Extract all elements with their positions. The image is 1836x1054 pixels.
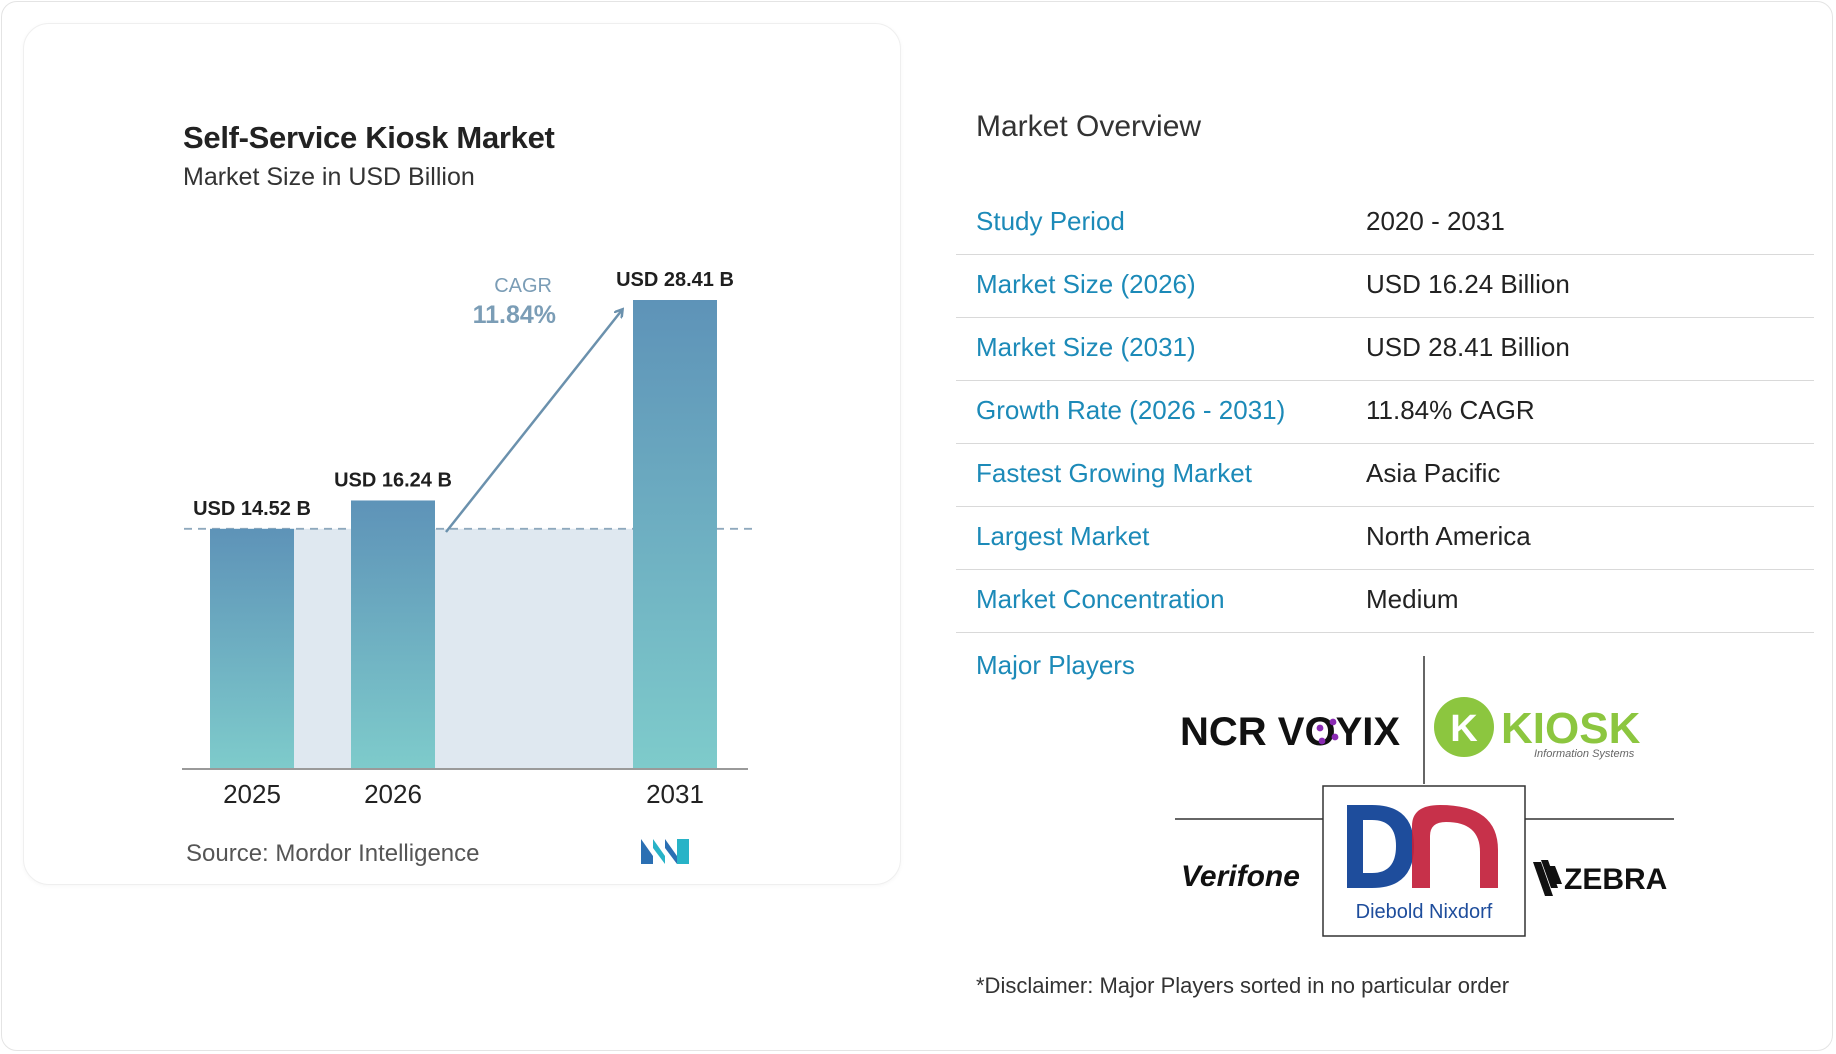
overview-value: North America (1366, 521, 1531, 551)
chart-subtitle: Market Size in USD Billion (183, 163, 475, 191)
bar-2025 (210, 528, 294, 768)
disclaimer-text: *Disclaimer: Major Players sorted in no … (976, 973, 1510, 998)
overview-title: Market Overview (976, 110, 1202, 143)
overview-key: Fastest Growing Market (976, 458, 1252, 488)
overview-value: 11.84% CAGR (1366, 395, 1535, 425)
x-tick-label: 2031 (646, 779, 704, 809)
bar-2026 (351, 500, 435, 768)
overview-row: Growth Rate (2026 - 2031) 11.84% CAGR (956, 381, 1814, 444)
bar-chart: USD 14.52 B 2025 USD 16.24 B 2026 USD 28.41 … (182, 269, 752, 809)
bar-2031 (633, 300, 717, 768)
overview-value: USD 28.41 Billion (1366, 332, 1570, 362)
bar-value-label: USD 16.24 B (334, 469, 452, 491)
overview-row: Study Period 2020 - 2031 (956, 192, 1814, 255)
baseline-band (210, 528, 717, 768)
overview-row: Fastest Growing Market Asia Pacific (956, 444, 1814, 507)
cagr-value: 11.84% (473, 301, 556, 329)
overview-row: Largest Market North America (956, 507, 1814, 570)
x-tick-label: 2025 (223, 779, 281, 809)
overview-key: Market Concentration (976, 584, 1225, 614)
overview-key: Market Size (2026) (976, 269, 1196, 299)
overview-key: Market Size (2031) (976, 332, 1196, 362)
overview-row: Market Size (2026) USD 16.24 Billion (956, 255, 1814, 318)
overview-key: Growth Rate (2026 - 2031) (976, 395, 1286, 425)
overview-value: Medium (1366, 584, 1459, 614)
overview-key: Largest Market (976, 521, 1150, 551)
major-players-label: Major Players (976, 650, 1135, 680)
mordor-logo-icon (641, 839, 689, 864)
overview-row: Market Concentration Medium (956, 570, 1814, 633)
source-text: Source: Mordor Intelligence (186, 840, 480, 867)
bar-value-label: USD 28.41 B (616, 269, 734, 291)
bar-value-label: USD 14.52 B (193, 498, 311, 520)
cagr-arrow (445, 310, 622, 533)
chart-title: Self-Service Kiosk Market (183, 120, 555, 155)
overview-table: Study Period 2020 - 2031 Market Size (20… (956, 192, 1814, 633)
overview-key: Study Period (976, 206, 1125, 236)
overview-value: 2020 - 2031 (1366, 206, 1505, 236)
x-tick-label: 2026 (364, 779, 422, 809)
overview-value: Asia Pacific (1366, 458, 1501, 488)
overview-row: Market Size (2031) USD 28.41 Billion (956, 318, 1814, 381)
overview-value: USD 16.24 Billion (1366, 269, 1570, 299)
cagr-label: CAGR (494, 275, 552, 297)
